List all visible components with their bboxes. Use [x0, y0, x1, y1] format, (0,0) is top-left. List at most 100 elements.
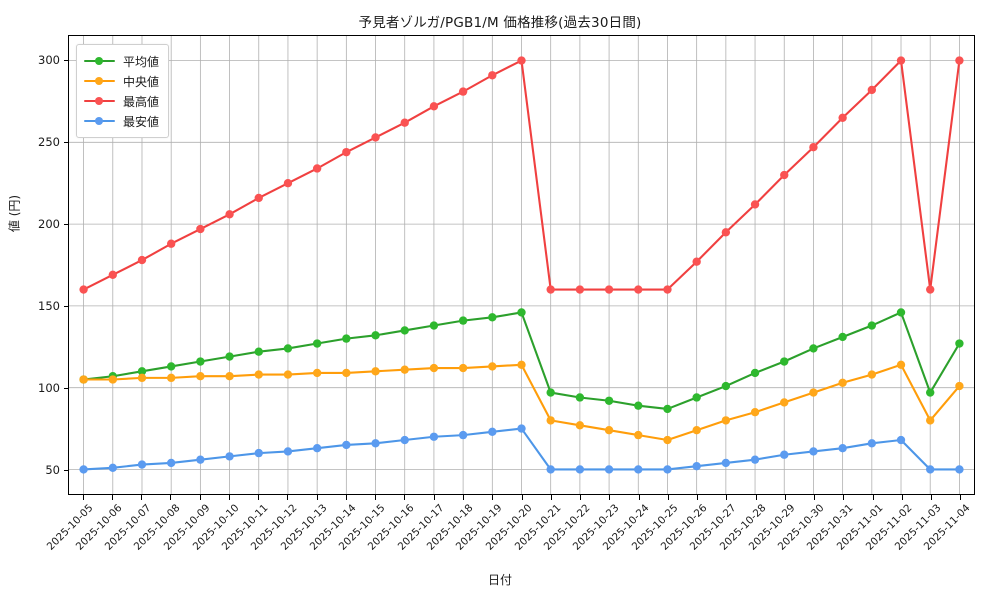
data-point — [721, 416, 731, 425]
y-tick-mark — [63, 141, 68, 143]
x-tick-mark — [170, 495, 172, 500]
data-point — [955, 56, 964, 65]
data-point — [371, 367, 380, 376]
data-point — [809, 143, 818, 152]
data-point — [254, 347, 263, 356]
x-tick-mark — [697, 495, 699, 500]
data-point — [312, 444, 322, 453]
data-point — [896, 56, 906, 65]
data-point — [575, 421, 585, 430]
data-point — [400, 365, 409, 374]
x-tick-mark — [580, 495, 582, 500]
data-point — [896, 435, 906, 445]
data-point — [458, 87, 468, 96]
data-point — [546, 416, 555, 425]
data-point — [517, 308, 526, 317]
x-tick-mark — [82, 495, 84, 500]
data-point — [604, 426, 614, 435]
x-tick-mark — [521, 495, 523, 500]
data-point — [838, 113, 847, 122]
series-line-2 — [82, 59, 961, 291]
x-tick-mark — [843, 495, 845, 500]
data-point — [546, 465, 555, 474]
data-point — [575, 465, 585, 474]
x-tick-mark — [901, 495, 903, 500]
data-point — [896, 308, 906, 317]
data-point — [488, 427, 497, 437]
x-tick-mark — [872, 495, 874, 500]
legend-item-2[interactable]: 最高値 — [84, 91, 159, 111]
x-tick-mark — [492, 495, 494, 500]
y-tick-label: 50 — [45, 463, 60, 478]
data-point — [137, 255, 147, 265]
data-point — [838, 444, 847, 453]
data-point — [634, 430, 643, 440]
x-tick-mark — [345, 495, 347, 500]
x-axis-label: 日付 — [487, 573, 512, 587]
y-tick-label: 200 — [38, 216, 60, 231]
data-point — [108, 463, 117, 473]
data-point — [400, 118, 409, 127]
x-tick-mark — [404, 495, 406, 500]
data-point — [283, 344, 293, 353]
data-point — [137, 367, 147, 376]
data-point — [342, 334, 351, 343]
data-point — [429, 363, 439, 373]
data-point — [604, 285, 614, 294]
data-point — [692, 426, 701, 435]
legend-item-1[interactable]: 中央値 — [84, 71, 159, 91]
y-tick-mark — [63, 306, 68, 308]
data-point — [926, 465, 935, 474]
legend-label: 最高値 — [123, 94, 160, 109]
x-tick-mark — [228, 495, 230, 500]
data-point — [429, 102, 439, 111]
legend-label: 平均値 — [123, 54, 160, 69]
legend-item-0[interactable]: 平均値 — [84, 51, 159, 71]
data-point — [780, 450, 789, 459]
data-point — [196, 455, 205, 464]
data-point — [196, 357, 205, 366]
legend-item-3[interactable]: 最安値 — [84, 111, 159, 131]
data-point — [926, 285, 935, 294]
legend-swatch-icon — [84, 55, 115, 67]
data-point — [663, 285, 672, 294]
data-point — [79, 465, 88, 474]
x-tick-mark — [258, 495, 260, 500]
data-point — [312, 164, 322, 173]
data-point — [166, 373, 176, 383]
data-point — [692, 257, 701, 266]
data-point — [400, 326, 409, 335]
x-tick-mark — [667, 495, 669, 500]
data-point — [867, 85, 877, 95]
legend-swatch-icon — [84, 115, 115, 127]
data-point — [838, 332, 847, 342]
data-point — [488, 71, 497, 80]
data-point — [634, 465, 643, 474]
data-point — [254, 448, 263, 458]
data-point — [663, 435, 672, 445]
data-point — [458, 316, 468, 325]
data-point — [342, 368, 351, 378]
data-point — [517, 424, 526, 433]
x-tick-mark — [316, 495, 318, 500]
data-point — [166, 458, 176, 468]
x-tick-mark — [755, 495, 757, 500]
x-tick-mark — [726, 495, 728, 500]
y-tick-label: 100 — [38, 381, 60, 396]
data-point — [342, 147, 351, 157]
data-point — [896, 360, 906, 369]
data-point — [517, 360, 526, 369]
data-point — [692, 393, 701, 402]
legend-swatch-icon — [84, 75, 115, 87]
data-point — [867, 321, 877, 330]
plot-area — [68, 35, 975, 495]
data-point — [79, 375, 88, 384]
data-point — [429, 321, 439, 330]
x-tick-mark — [814, 495, 816, 500]
data-point — [517, 56, 526, 65]
data-point — [196, 224, 205, 234]
data-point — [254, 370, 263, 379]
series-line-3 — [82, 427, 961, 471]
data-point — [488, 362, 497, 371]
data-point — [634, 401, 643, 410]
